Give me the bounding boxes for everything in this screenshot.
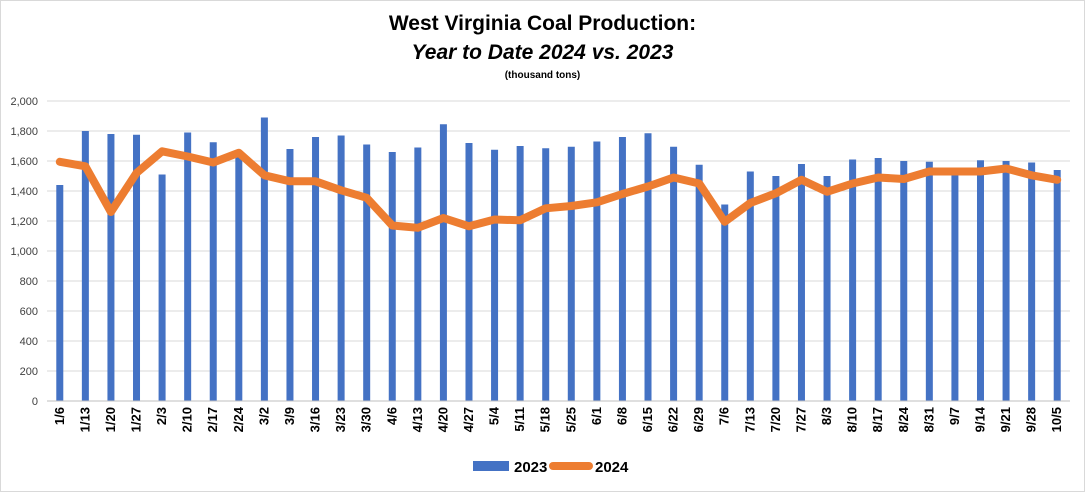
x-tick-label: 8/17: [870, 407, 885, 432]
bar-2023: [337, 135, 345, 401]
y-tick-label: 200: [20, 366, 38, 378]
x-tick-label: 10/5: [1049, 407, 1064, 432]
bar-2023: [516, 146, 524, 401]
x-tick-label: 6/29: [691, 407, 706, 432]
x-tick-label: 1/6: [52, 407, 67, 425]
x-tick-label: 3/16: [308, 407, 323, 432]
x-tick-label: 5/18: [538, 407, 553, 432]
bar-2023: [363, 144, 371, 401]
bar-2023: [644, 133, 652, 401]
x-tick-label: 2/3: [154, 407, 169, 425]
bar-2023: [491, 149, 499, 401]
bar-2023: [593, 141, 601, 401]
x-tick-label: 5/25: [563, 407, 578, 432]
x-tick-label: 4/20: [435, 407, 450, 432]
y-tick-label: 0: [32, 396, 38, 408]
bar-2023: [542, 148, 550, 401]
bar-2023: [184, 132, 192, 401]
bar-2023: [414, 147, 422, 401]
x-tick-label: 3/23: [333, 407, 348, 432]
x-tick-label: 2/17: [205, 407, 220, 432]
x-tick-label: 2/10: [180, 407, 195, 432]
x-tick-label: 6/22: [666, 407, 681, 432]
x-tick-label: 6/8: [614, 407, 629, 425]
x-tick-label: 9/7: [947, 407, 962, 425]
bar-2023: [772, 176, 780, 401]
x-tick-label: 8/31: [921, 407, 936, 432]
x-tick-label: 1/13: [77, 407, 92, 432]
bar-2023: [81, 131, 89, 401]
x-tick-label: 8/24: [896, 406, 911, 432]
x-tick-label: 4/27: [461, 407, 476, 432]
x-tick-label: 7/6: [717, 407, 732, 425]
x-tick-label: 9/21: [998, 407, 1013, 432]
y-tick-label: 2,000: [10, 96, 38, 108]
chart-title: West Virginia Coal Production:: [388, 12, 697, 35]
y-tick-label: 1,200: [10, 216, 38, 228]
bar-2023: [158, 174, 166, 401]
bar-2023: [133, 134, 141, 401]
bar-2023: [1028, 162, 1036, 401]
x-tick-label: 7/27: [793, 407, 808, 432]
x-tick-label: 4/13: [410, 407, 425, 432]
x-tick-label: 5/11: [512, 407, 527, 432]
x-tick-label: 2/24: [231, 406, 246, 432]
y-tick-label: 1,800: [10, 126, 38, 138]
y-tick-label: 1,400: [10, 186, 38, 198]
legend-swatch-2023: [473, 461, 509, 471]
bar-2023: [976, 160, 984, 401]
y-tick-label: 800: [20, 276, 38, 288]
bar-2023: [1053, 170, 1061, 401]
bar-2023: [849, 159, 857, 401]
bar-2023: [56, 185, 64, 401]
x-tick-label: 3/30: [359, 407, 374, 432]
x-tick-label: 4/6: [384, 407, 399, 425]
x-tick-label: 7/13: [742, 407, 757, 432]
bar-2023: [900, 161, 908, 401]
legend-label-2024: 2024: [595, 459, 629, 476]
x-tick-label: 8/10: [845, 407, 860, 432]
bar-2023: [260, 117, 268, 401]
bar-2023: [439, 124, 447, 401]
y-tick-label: 1,600: [10, 156, 38, 168]
bar-2023: [695, 164, 703, 401]
x-tick-label: 9/28: [1024, 407, 1039, 432]
bar-2023: [721, 204, 729, 401]
x-tick-label: 1/20: [103, 407, 118, 432]
x-tick-label: 9/14: [972, 406, 987, 432]
bar-2023: [235, 150, 243, 401]
y-tick-label: 600: [20, 306, 38, 318]
x-tick-label: 1/27: [129, 407, 144, 432]
x-tick-label: 6/15: [640, 407, 655, 432]
bar-2023: [286, 149, 294, 401]
bar-2023: [1002, 161, 1010, 401]
bar-2023: [567, 146, 575, 401]
bar-2023: [618, 137, 626, 401]
bar-2023: [951, 170, 959, 401]
chart-units-note: (thousand tons): [504, 70, 581, 81]
legend-label-2023: 2023: [514, 459, 547, 476]
bar-2023: [312, 137, 320, 401]
bar-2023: [388, 152, 396, 401]
x-tick-label: 6/1: [589, 407, 604, 425]
bar-2023: [465, 143, 473, 401]
bar-2023: [797, 164, 805, 401]
x-tick-label: 5/4: [487, 406, 502, 425]
bar-2023: [874, 158, 882, 401]
y-tick-label: 400: [20, 336, 38, 348]
chart-subtitle: Year to Date 2024 vs. 2023: [411, 41, 674, 64]
x-tick-label: 3/2: [256, 407, 271, 425]
x-tick-label: 3/9: [282, 407, 297, 425]
bar-2023: [746, 171, 754, 401]
bar-2023: [925, 161, 933, 401]
bar-2023: [209, 142, 217, 401]
x-tick-label: 7/20: [768, 407, 783, 432]
bar-2023: [670, 146, 678, 401]
bar-2023: [823, 176, 831, 401]
y-tick-label: 1,000: [10, 246, 38, 258]
bar-2023: [107, 134, 115, 401]
x-tick-label: 8/3: [819, 407, 834, 425]
line-2024: [55, 147, 1062, 232]
